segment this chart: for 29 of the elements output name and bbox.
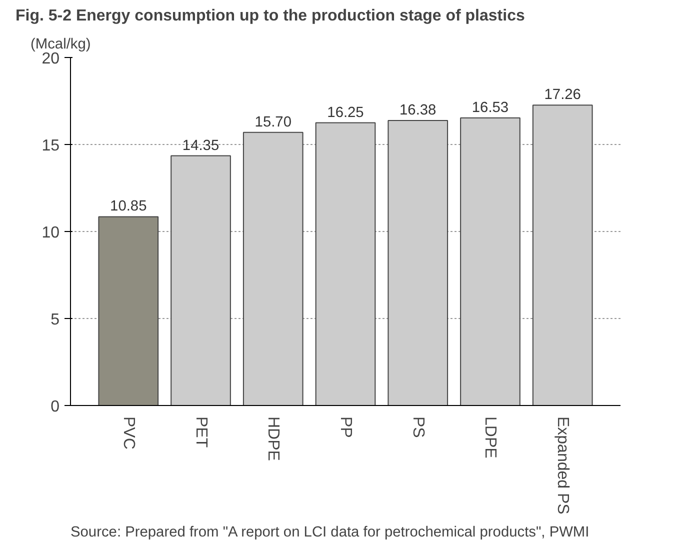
y-tick-label: 0	[50, 398, 60, 416]
x-tick-label: PP	[337, 416, 354, 438]
y-tick-label: 5	[50, 312, 60, 328]
x-tick-label: HDPE	[264, 416, 282, 461]
data-label: 15.70	[254, 114, 292, 130]
x-tick-label: LDPE	[482, 416, 499, 458]
bar	[315, 122, 376, 406]
data-label: 10.85	[110, 198, 147, 215]
data-label: 16.38	[400, 102, 436, 118]
y-axis-title: (Mcal/kg)	[30, 36, 91, 52]
bar	[242, 132, 304, 406]
x-tick-label: PS	[409, 416, 426, 438]
bar	[388, 120, 448, 406]
y-tick-label: 20	[42, 50, 60, 68]
chart-title: Fig. 5-2 Energy consumption up to the production stage of plastics	[16, 8, 525, 24]
data-label: 16.25	[327, 104, 364, 121]
source-note: Source: Prepared from "A report on LCI data for petrochemical products", PWMI	[70, 524, 590, 540]
data-label: 17.26	[544, 87, 581, 104]
x-tick-label: Expanded PS	[554, 416, 572, 514]
x-tick-label: PET	[192, 416, 210, 448]
bar	[460, 117, 520, 406]
bar	[98, 216, 159, 406]
x-tick-label: PVC	[120, 416, 137, 450]
y-tick-label: 10	[42, 224, 60, 242]
data-label: 14.35	[182, 138, 220, 154]
y-tick-label: 15	[42, 138, 60, 154]
bar	[170, 155, 231, 406]
bar	[532, 104, 593, 406]
data-label: 16.53	[472, 100, 509, 116]
